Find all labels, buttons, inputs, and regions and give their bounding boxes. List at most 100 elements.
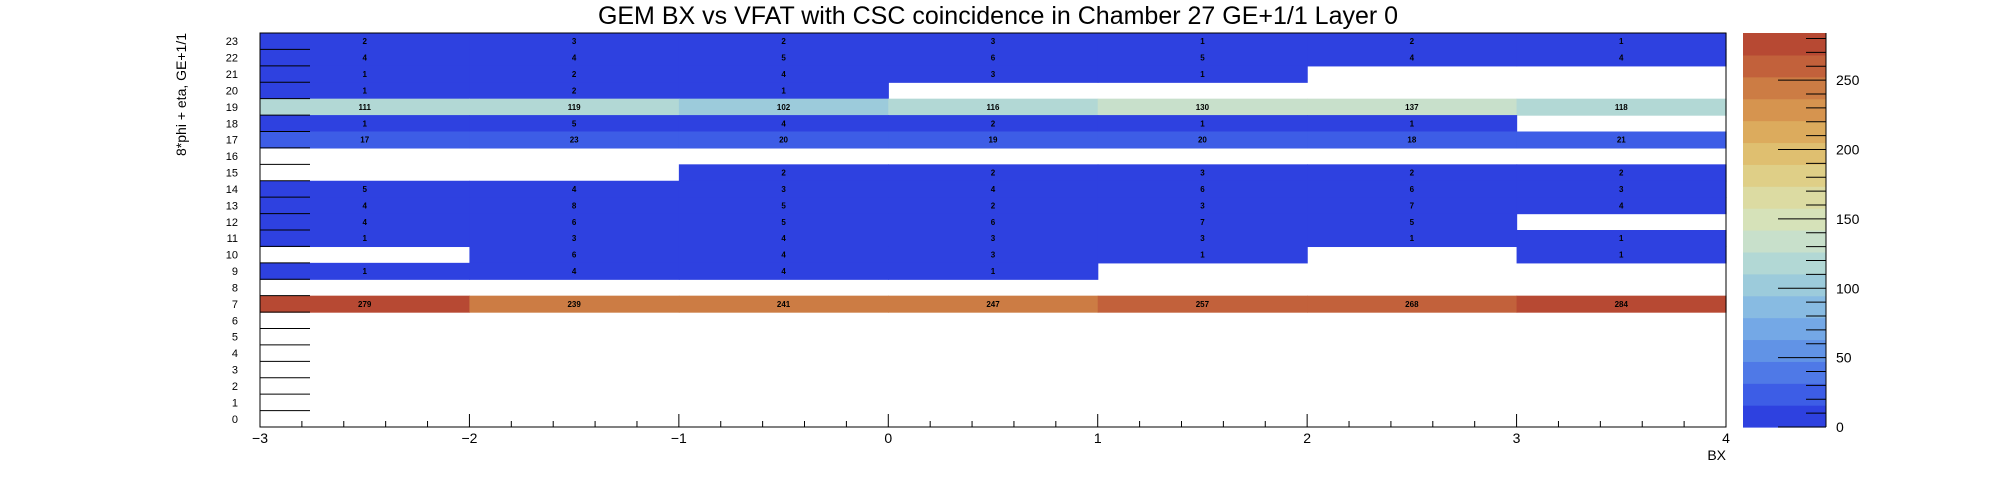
x-tick-label: 3 (1513, 430, 1521, 446)
cell-value-label: 5 (1200, 54, 1205, 63)
colorbar-segment (1743, 295, 1826, 319)
cell-value-label: 4 (781, 267, 786, 276)
y-tick-label: 17 (226, 135, 238, 147)
cell-value-label: 3 (781, 185, 786, 194)
heatmap-cell (260, 33, 471, 51)
cell-value-label: 17 (360, 136, 369, 145)
cell-value-label: 3 (572, 234, 577, 243)
heatmap-cell (1097, 213, 1308, 231)
heatmap-cell (469, 262, 680, 280)
heatmap-cell (888, 262, 1099, 280)
cell-value-label: 4 (781, 70, 786, 79)
heatmap-cell (260, 262, 471, 280)
cell-value-label: 1 (1200, 251, 1205, 260)
cell-value-label: 111 (358, 103, 371, 112)
cell-value-label: 6 (991, 218, 996, 227)
cell-value-label: 239 (567, 300, 581, 309)
cell-value-label: 4 (362, 218, 367, 227)
x-tick-label: −1 (671, 430, 687, 446)
cell-value-label: 1 (1200, 119, 1205, 128)
cell-value-label: 6 (1410, 185, 1415, 194)
heatmap-cell (678, 65, 889, 83)
cell-value-label: 5 (362, 185, 367, 194)
cell-value-label: 4 (362, 201, 367, 210)
heatmap-cell (678, 246, 889, 264)
colorbar-tick-label: 50 (1836, 350, 1852, 366)
cell-value-label: 130 (1196, 103, 1210, 112)
cell-value-label: 21 (1617, 136, 1626, 145)
cell-value-label: 20 (1198, 136, 1207, 145)
colorbar-segment (1743, 54, 1826, 78)
heatmap-cell (1097, 295, 1308, 313)
cell-value-label: 4 (1619, 201, 1624, 210)
cell-value-label: 1 (1200, 37, 1205, 46)
heatmap-cell (1516, 33, 1727, 51)
colorbar-segment (1743, 33, 1826, 56)
cell-value-label: 6 (572, 251, 577, 260)
cell-value-label: 5 (572, 119, 577, 128)
heatmap-cell (260, 65, 471, 83)
colorbar-segment (1743, 405, 1826, 428)
cell-value-label: 257 (1196, 300, 1210, 309)
colorbar-segment (1743, 142, 1826, 165)
x-tick-label: 1 (1094, 430, 1102, 446)
heatmap-cell (1307, 33, 1518, 51)
cell-value-label: 3 (1619, 185, 1624, 194)
cell-value-label: 7 (1410, 201, 1415, 210)
heatmap-cell (469, 49, 680, 67)
heatmap-cell (888, 33, 1099, 51)
cell-value-label: 4 (362, 54, 367, 63)
colorbar-segment (1743, 273, 1826, 297)
heatmap-cell (1516, 131, 1727, 149)
cell-value-label: 3 (991, 251, 996, 260)
heatmap-cell (469, 246, 680, 264)
y-tick-label: 13 (226, 200, 238, 212)
heatmap-cell (1097, 115, 1308, 133)
heatmap-cell (1097, 49, 1308, 67)
cell-value-label: 279 (358, 300, 372, 309)
y-tick-label: 1 (232, 397, 238, 409)
colorbar-tick-label: 0 (1836, 419, 1844, 435)
cell-value-label: 3 (991, 37, 996, 46)
y-tick-label: 4 (232, 348, 238, 360)
heatmap-cell (260, 49, 471, 67)
cell-value-label: 1 (362, 86, 367, 95)
cell-value-label: 19 (989, 136, 998, 145)
heatmap-cell (678, 33, 889, 51)
heatmap-cell (1307, 98, 1518, 116)
cell-value-label: 20 (779, 136, 788, 145)
heatmap-cell (1516, 180, 1727, 198)
cell-value-label: 2 (1410, 37, 1415, 46)
cell-value-label: 119 (568, 103, 581, 112)
heatmap-cell (1097, 246, 1308, 264)
y-tick-label: 0 (232, 414, 238, 426)
colorbar-segment (1743, 230, 1826, 253)
heatmap-cell (1516, 98, 1727, 116)
heatmap-cell (1097, 180, 1308, 198)
cell-value-label: 1 (362, 267, 367, 276)
cell-value-label: 4 (572, 267, 577, 276)
cell-value-label: 5 (781, 218, 786, 227)
heatmap-cell (678, 98, 889, 116)
colorbar-segment (1743, 164, 1826, 187)
heatmap-cell (469, 82, 680, 100)
heatmap-cell (1307, 230, 1518, 248)
cell-value-label: 4 (991, 185, 996, 194)
heatmap-cell (1516, 49, 1727, 67)
y-tick-label: 20 (226, 85, 238, 97)
heatmap-cell (469, 197, 680, 215)
y-tick-label: 15 (226, 168, 238, 180)
colorbar-tick-label: 150 (1836, 211, 1860, 227)
heatmap-cell (1516, 246, 1727, 264)
heatmap-cell (888, 197, 1099, 215)
heatmap-cell (888, 180, 1099, 198)
cell-value-label: 1 (1619, 37, 1624, 46)
heatmap-cell (888, 115, 1099, 133)
y-tick-label: 8 (232, 282, 238, 294)
heatmap-cell (469, 213, 680, 231)
heatmap-cell (1307, 131, 1518, 149)
heatmap-cell (678, 197, 889, 215)
cell-value-label: 116 (987, 103, 1000, 112)
cell-value-label: 284 (1615, 300, 1629, 309)
